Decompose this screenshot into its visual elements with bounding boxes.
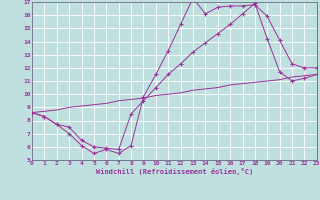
- X-axis label: Windchill (Refroidissement éolien,°C): Windchill (Refroidissement éolien,°C): [96, 168, 253, 175]
